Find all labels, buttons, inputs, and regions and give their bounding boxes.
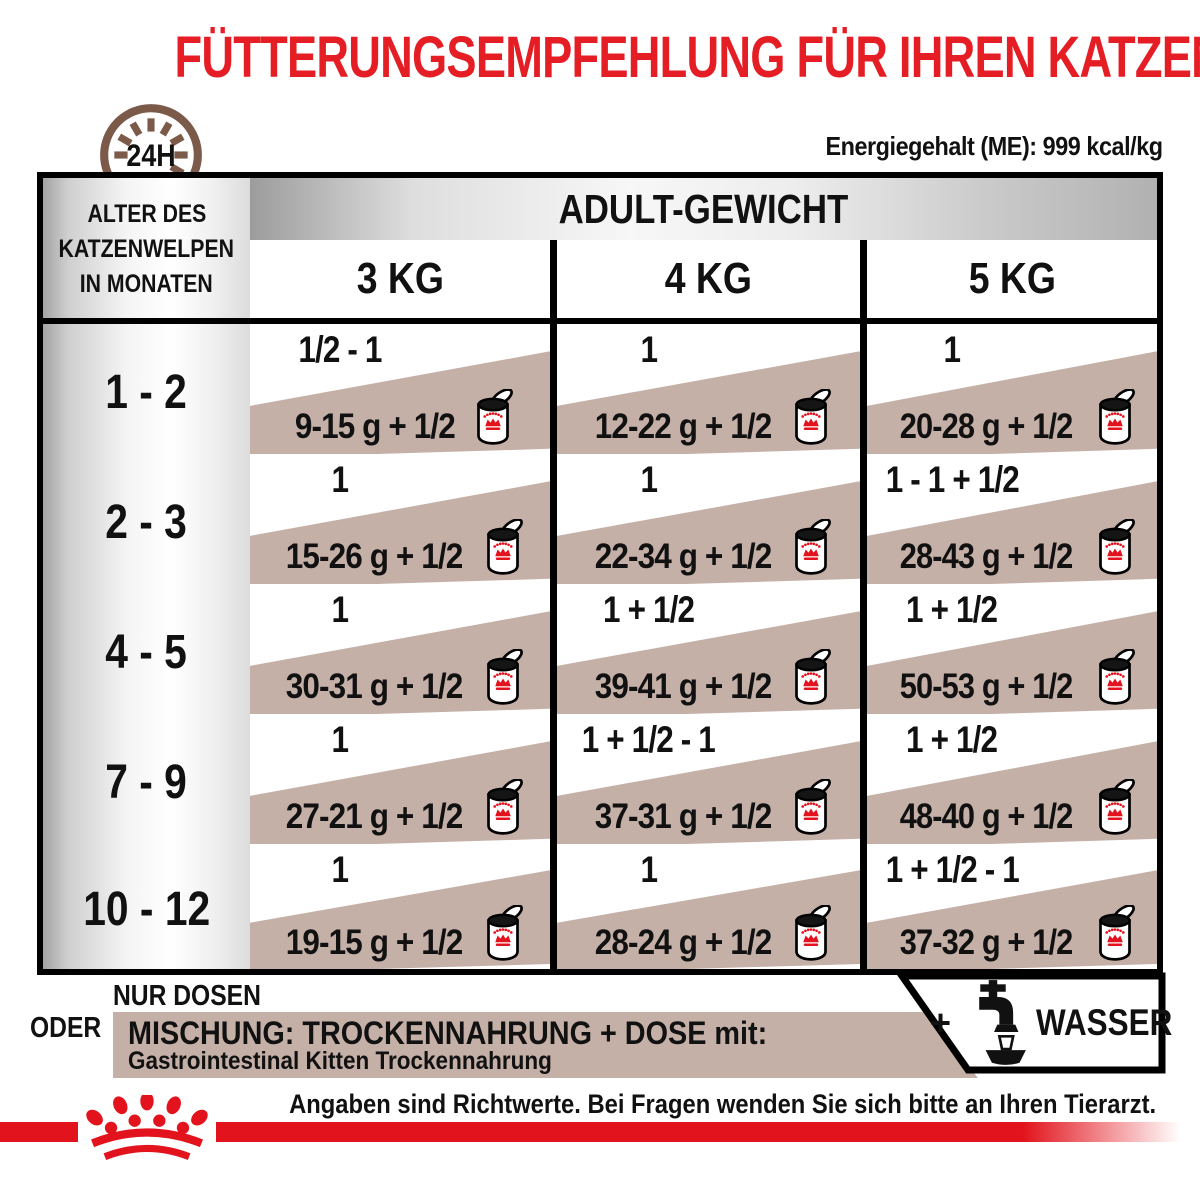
age-header-line: IN MONATEN (79, 269, 213, 298)
table-cell: 1 27-21 g + 1/2 (250, 714, 550, 844)
table-cell: 1 28-24 g + 1/2 (557, 844, 860, 969)
table-cell: 1 12-22 g + 1/2 (557, 324, 860, 454)
grams-amount: 20-28 g + 1/2 (900, 406, 1074, 446)
wet-food-can-icon (1094, 779, 1136, 837)
age-header-line: ALTER DES (87, 199, 206, 228)
wet-food-can-icon (482, 779, 524, 837)
wet-food-can-icon (790, 905, 832, 963)
grams-amount: 27-21 g + 1/2 (286, 796, 463, 836)
grams-amount: 9-15 g + 1/2 (294, 406, 456, 446)
grams-amount: 37-31 g + 1/2 (594, 796, 772, 836)
wet-food-can-icon (1094, 519, 1136, 577)
plus-water-sign: + (930, 1002, 952, 1043)
wet-food-can-icon (472, 389, 514, 447)
age-label: 10 - 12 (82, 883, 211, 936)
pouch-count: 1 (331, 589, 349, 630)
grams-amount: 50-53 g + 1/2 (900, 666, 1074, 706)
wet-food-can-icon (790, 389, 832, 447)
column-header-4kg: 4 KG (664, 254, 753, 303)
header-divider-line (43, 318, 1157, 324)
grams-amount: 15-26 g + 1/2 (286, 536, 463, 576)
cans-only-label: NUR DOSEN (113, 980, 261, 1012)
column-divider (860, 240, 867, 969)
wet-food-can-icon (1094, 905, 1136, 963)
pouch-count: 1 + 1/2 (906, 589, 998, 630)
wet-food-can-icon (482, 519, 524, 577)
wet-food-can-icon (790, 779, 832, 837)
grams-amount: 19-15 g + 1/2 (286, 922, 463, 962)
age-label: 7 - 9 (105, 755, 188, 809)
wet-food-can-icon (790, 649, 832, 707)
table-cell: 1 + 1/2 39-41 g + 1/2 (557, 584, 860, 714)
table-cell: 1 + 1/2 48-40 g + 1/2 (867, 714, 1157, 844)
red-stripe-right (216, 1122, 1200, 1142)
pouch-count: 1 + 1/2 (906, 719, 998, 760)
clock-label: 24H (126, 138, 175, 174)
age-label: 2 - 3 (105, 495, 188, 549)
red-stripe-left (0, 1122, 78, 1142)
adult-weight-header: ADULT-GEWICHT (250, 178, 1157, 240)
grams-amount: 28-43 g + 1/2 (900, 536, 1074, 576)
column-header-3kg: 3 KG (356, 254, 444, 303)
table-cell: 1/2 - 1 9-15 g + 1/2 (250, 324, 550, 454)
pouch-count: 1 (640, 459, 657, 500)
or-label: ODER (30, 1012, 102, 1044)
grams-amount: 39-41 g + 1/2 (594, 666, 772, 706)
disclaimer-text: Angaben sind Richtwerte. Bei Fragen wend… (289, 1089, 1157, 1119)
water-label: WASSER (1036, 1002, 1173, 1043)
wet-food-can-icon (482, 649, 524, 707)
wet-food-can-icon (482, 905, 524, 963)
mix-band (113, 1012, 978, 1078)
mix-subtitle: Gastrointestinal Kitten Trockennahrung (128, 1047, 552, 1075)
pouch-count: 1 + 1/2 - 1 (885, 849, 1019, 890)
energy-content-label: Energiegehalt (ME): 999 kcal/kg (825, 131, 1164, 161)
column-divider (550, 240, 557, 969)
wet-food-can-icon (1094, 389, 1136, 447)
pouch-count: 1 (943, 329, 961, 370)
grams-amount: 22-34 g + 1/2 (594, 536, 772, 576)
table-cell: 1 - 1 + 1/2 28-43 g + 1/2 (867, 454, 1157, 584)
pouch-count: 1/2 - 1 (298, 329, 382, 370)
pouch-count: 1 - 1 + 1/2 (885, 459, 1019, 500)
grams-amount: 48-40 g + 1/2 (900, 796, 1074, 836)
royal-canin-crown-logo (86, 1095, 208, 1161)
pouch-count: 1 (331, 459, 349, 500)
table-cell: 1 15-26 g + 1/2 (250, 454, 550, 584)
table-cell: 1 + 1/2 50-53 g + 1/2 (867, 584, 1157, 714)
grams-amount: 30-31 g + 1/2 (286, 666, 463, 706)
table-cell: 1 20-28 g + 1/2 (867, 324, 1157, 454)
pouch-count: 1 (331, 719, 349, 760)
table-cell: 1 30-31 g + 1/2 (250, 584, 550, 714)
pouch-count: 1 + 1/2 (602, 589, 695, 630)
table-cell: 1 + 1/2 - 1 37-32 g + 1/2 (867, 844, 1157, 969)
age-label: 4 - 5 (105, 625, 188, 679)
pouch-count: 1 + 1/2 - 1 (581, 719, 716, 760)
pouch-count: 1 (640, 849, 657, 890)
water-tap-icon (979, 980, 1026, 1065)
page-title: FÜTTERUNGSEMPFEHLUNG FÜR IHREN KATZENWEL… (174, 25, 1200, 90)
water-callout-box (895, 972, 1166, 1074)
wet-food-can-icon (1094, 649, 1136, 707)
age-column-background (43, 178, 250, 969)
age-label: 1 - 2 (105, 365, 188, 419)
table-cell: 1 22-34 g + 1/2 (557, 454, 860, 584)
grams-amount: 37-32 g + 1/2 (900, 922, 1074, 962)
grams-amount: 12-22 g + 1/2 (594, 406, 772, 446)
wet-food-can-icon (790, 519, 832, 577)
grams-amount: 28-24 g + 1/2 (594, 922, 772, 962)
pouch-count: 1 (640, 329, 657, 370)
feeding-table: ADULT-GEWICHT ALTER DES KATZENWELPEN IN … (37, 172, 1163, 975)
table-cell: 1 19-15 g + 1/2 (250, 844, 550, 969)
age-header-line: KATZENWELPEN (58, 234, 235, 263)
pouch-count: 1 (331, 849, 349, 890)
column-header-5kg: 5 KG (968, 254, 1056, 303)
mix-title: MISCHUNG: TROCKENNAHRUNG + DOSE mit: (128, 1015, 768, 1051)
age-column-header: ALTER DES KATZENWELPEN IN MONATEN (43, 178, 250, 320)
table-cell: 1 + 1/2 - 1 37-31 g + 1/2 (557, 714, 860, 844)
